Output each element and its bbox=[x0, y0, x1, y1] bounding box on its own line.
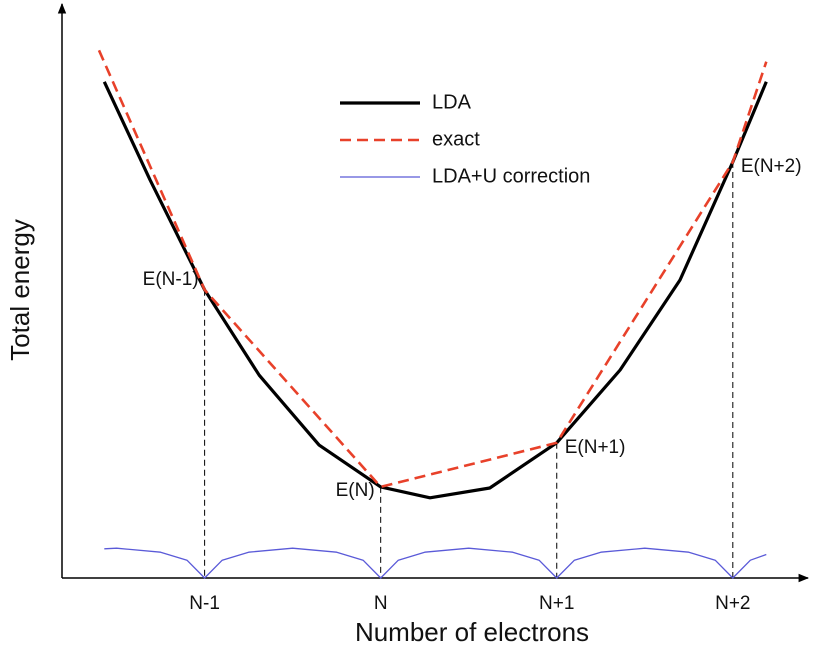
series-line bbox=[104, 547, 767, 579]
annotation: E(N+1) bbox=[565, 437, 626, 458]
y-axis-title: Total energy bbox=[5, 219, 35, 361]
legend-label: LDA+U correction bbox=[432, 165, 590, 187]
x-tick-label: N+1 bbox=[539, 593, 574, 614]
x-tick-label: N-1 bbox=[189, 593, 220, 614]
x-tick-label: N+2 bbox=[715, 593, 750, 614]
annotation: E(N) bbox=[336, 480, 375, 501]
annotation: E(N-1) bbox=[143, 269, 199, 290]
series-line bbox=[97, 49, 768, 489]
legend-label: LDA bbox=[432, 91, 472, 113]
legend-label: exact bbox=[432, 128, 480, 150]
annotation: E(N+2) bbox=[741, 156, 802, 177]
x-tick-label: N bbox=[374, 593, 388, 614]
x-axis-title: Number of electrons bbox=[355, 617, 589, 647]
